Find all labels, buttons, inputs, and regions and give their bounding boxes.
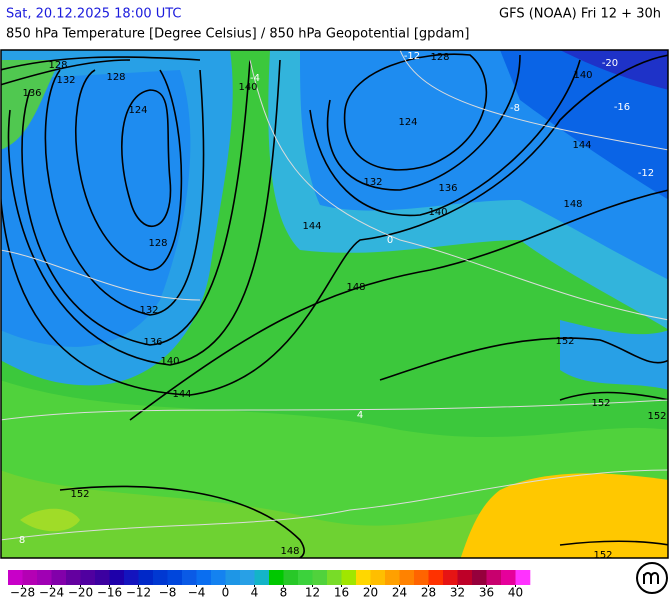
colorbar-swatch <box>327 570 342 585</box>
colorbar-swatch <box>486 570 502 585</box>
temperature-label: -12 <box>404 51 420 62</box>
colorbar-label: 16 <box>334 586 349 600</box>
colorbar-label: −12 <box>126 586 151 600</box>
colorbar-swatch <box>124 570 139 585</box>
geopotential-label: 144 <box>572 140 591 151</box>
geopotential-label: 128 <box>148 238 167 249</box>
geopotential-label: 152 <box>70 489 89 500</box>
geopotential-label: 148 <box>280 546 299 557</box>
geopotential-label: 132 <box>363 177 382 188</box>
colorbar-label: 0 <box>222 586 230 600</box>
colorbar-label: 32 <box>450 586 465 600</box>
colorbar-swatch <box>370 570 386 585</box>
colorbar-swatch <box>356 570 371 585</box>
geopotential-label: 128 <box>106 72 125 83</box>
colorbar-swatch <box>385 570 400 585</box>
colorbar-swatch <box>80 570 96 585</box>
geopotential-label: 148 <box>346 282 365 293</box>
colorbar-swatch <box>515 570 531 585</box>
colorbar-swatch <box>138 570 154 585</box>
colorbar-swatch <box>341 570 357 585</box>
geopotential-label: 140 <box>428 207 447 218</box>
colorbar-label: 40 <box>508 586 523 600</box>
geopotential-label: 140 <box>573 70 592 81</box>
colorbar-swatch <box>211 570 226 585</box>
colorbar-swatch <box>312 570 328 585</box>
temperature-label: 8 <box>19 535 25 546</box>
colorbar-swatch <box>457 570 473 585</box>
colorbar-swatch <box>167 570 183 585</box>
temperature-label: -20 <box>602 58 618 69</box>
colorbar-swatch <box>37 570 52 585</box>
geopotential-label: 144 <box>302 221 321 232</box>
colorbar-swatch <box>501 570 516 585</box>
colorbar-label: −8 <box>159 586 177 600</box>
colorbar-label: −4 <box>188 586 206 600</box>
geopotential-label: 144 <box>172 389 191 400</box>
geopotential-label: 152 <box>555 336 574 347</box>
colorbar-swatch <box>283 570 299 585</box>
geopotential-label: 152 <box>593 550 612 561</box>
geopotential-label: 132 <box>56 75 75 86</box>
colorbar-label: 36 <box>479 586 494 600</box>
colorbar-swatch <box>240 570 255 585</box>
geopotential-label: 152 <box>647 411 666 422</box>
geopotential-label: 136 <box>438 183 457 194</box>
colorbar-swatch <box>269 570 284 585</box>
colorbar-label: 20 <box>363 586 378 600</box>
colorbar-swatch <box>182 570 197 585</box>
colorbar-label: 24 <box>392 586 407 600</box>
colorbar-swatch <box>298 570 313 585</box>
colorbar-swatch <box>8 570 23 585</box>
geopotential-label: 136 <box>143 337 162 348</box>
colorbar-label: −16 <box>97 586 122 600</box>
colorbar-swatch <box>51 570 67 585</box>
colorbar-label: 8 <box>280 586 288 600</box>
temperature-label: -16 <box>614 102 630 113</box>
valid-time: Sat, 20.12.2025 18:00 UTC <box>6 7 182 22</box>
geopotential-label: 132 <box>139 305 158 316</box>
colorbar-swatch <box>428 570 444 585</box>
colorbar-label: 12 <box>305 586 320 600</box>
colorbar-swatch <box>196 570 212 585</box>
geopotential-label: 152 <box>591 398 610 409</box>
colorbar-swatch <box>225 570 241 585</box>
colorbar-swatch <box>22 570 38 585</box>
model-run: GFS (NOAA) Fri 12 + 30h <box>499 7 661 22</box>
temperature-label: -12 <box>638 168 654 179</box>
colorbar-swatch <box>66 570 81 585</box>
temperature-label: 0 <box>387 235 393 246</box>
colorbar-swatch <box>399 570 415 585</box>
geopotential-label: 124 <box>128 105 147 116</box>
colorbar-swatch <box>254 570 270 585</box>
geopotential-label: 148 <box>563 199 582 210</box>
geopotential-label: 140 <box>160 356 179 367</box>
colorbar-swatch <box>414 570 429 585</box>
map-frame <box>0 49 669 559</box>
map-title: 850 hPa Temperature [Degree Celsius] / 8… <box>6 27 469 42</box>
geopotential-label: 140 <box>238 82 257 93</box>
colorbar-label: 28 <box>421 586 436 600</box>
colorbar-label: −24 <box>39 586 64 600</box>
logo <box>636 562 668 594</box>
temperature-label: -8 <box>510 103 520 114</box>
map-field <box>1 50 668 558</box>
colorbar-swatch <box>95 570 110 585</box>
geopotential-label: 128 <box>430 52 449 63</box>
colorbar-swatch <box>443 570 458 585</box>
colorbar-label: 4 <box>251 586 259 600</box>
geopotential-label: 128 <box>48 60 67 71</box>
colorbar-label: −20 <box>68 586 93 600</box>
temperature-label: -4 <box>250 73 260 84</box>
colorbar-swatch <box>109 570 125 585</box>
temperature-label: 4 <box>357 410 363 421</box>
colorbar-swatch <box>472 570 487 585</box>
geopotential-label: 136 <box>22 88 41 99</box>
colorbar-label: −28 <box>10 586 35 600</box>
colorbar-swatch <box>153 570 168 585</box>
geopotential-label: 124 <box>398 117 417 128</box>
